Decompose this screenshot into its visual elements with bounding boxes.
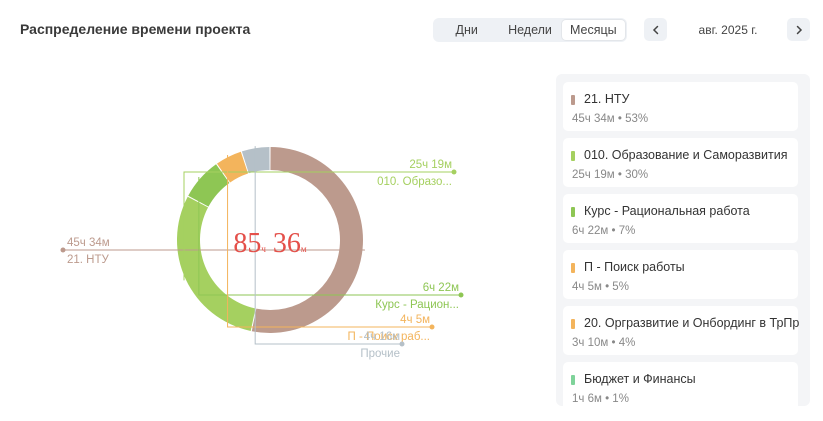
legend-list[interactable]: 21. НТУ 45ч 34м • 53% 010. Образование и С… <box>556 74 810 406</box>
legend-item-summary: 4ч 5м • 5% <box>572 281 629 293</box>
donut-slice[interactable] <box>241 147 270 174</box>
legend-item-name: 010. Образование и Саморазвития <box>584 148 788 162</box>
legend-color-marker <box>571 151 575 161</box>
callout-dot <box>458 292 464 298</box>
legend-item[interactable]: Курс - Рациональная работа 6ч 22м • 7% <box>563 194 798 243</box>
legend-item[interactable]: 20. Оргразвитие и Онбординг в ТрПр 3ч 10м… <box>563 306 800 355</box>
callout-value-label: 45ч 34м <box>67 237 110 249</box>
chevron-left-icon <box>652 25 658 34</box>
legend-item-summary: 6ч 22м • 7% <box>572 225 636 237</box>
prev-period-button[interactable] <box>644 18 667 41</box>
tab-months[interactable]: Месяцы <box>561 20 625 40</box>
donut-slice[interactable] <box>216 151 249 183</box>
donut-slice[interactable] <box>251 147 363 334</box>
legend-color-marker <box>571 95 575 105</box>
callout-dot <box>399 341 405 347</box>
tab-weeks[interactable]: Недели <box>508 23 552 37</box>
callout-dot <box>451 169 457 175</box>
legend-item[interactable]: 010. Образование и Саморазвития 25ч 19м •… <box>563 138 798 187</box>
callout-value-label: 6ч 22м <box>423 282 459 294</box>
legend-item-name: Бюджет и Финансы <box>584 372 696 386</box>
callout-name-label: 010. Образо... <box>377 176 452 188</box>
page-title: Распределение времени проекта <box>20 21 251 37</box>
legend-item-name: Курс - Рациональная работа <box>584 204 750 218</box>
period-label: авг. 2025 г. <box>698 23 758 37</box>
next-period-button[interactable] <box>787 18 810 41</box>
total-time-label: 85ч 36м <box>233 228 307 259</box>
donut-slice[interactable] <box>176 196 256 331</box>
callout-value-label: 25ч 19м <box>409 159 452 171</box>
legend-item-summary: 3ч 10м • 4% <box>572 337 636 349</box>
callout-value-label: 4ч 16м <box>364 331 400 343</box>
legend-item-summary: 25ч 19м • 30% <box>572 169 649 181</box>
legend-item[interactable]: Бюджет и Финансы 1ч 6м • 1% <box>563 362 798 406</box>
legend-item-summary: 45ч 34м • 53% <box>572 113 649 125</box>
legend-color-marker <box>571 263 575 273</box>
time-distribution-donut-chart: 45ч 34м 21. НТУ 25ч 19м 010. Образо... 6ч 22… <box>60 146 464 360</box>
legend-item-name: 20. Оргразвитие и Онбординг в ТрПр <box>584 316 800 330</box>
callout-name-label: П - Поиск раб... <box>347 331 430 343</box>
callout-dot <box>60 247 66 253</box>
period-switch: Дни Недели Месяцы <box>433 18 627 42</box>
callout-line <box>198 177 461 296</box>
callout-value-label: 4ч 5м <box>400 314 430 326</box>
callout-line <box>254 146 402 345</box>
legend-color-marker <box>571 207 575 217</box>
legend-item[interactable]: П - Поиск работы 4ч 5м • 5% <box>563 250 798 299</box>
callout-line <box>227 155 432 328</box>
legend-item-name: П - Поиск работы <box>584 260 685 274</box>
callout-name-label: Прочие <box>360 348 400 360</box>
callout-line <box>183 171 454 281</box>
legend-item-name: 21. НТУ <box>584 92 630 106</box>
chevron-right-icon <box>796 25 802 34</box>
callout-name-label: Курс - Рацион... <box>375 299 459 311</box>
legend-color-marker <box>571 375 575 385</box>
callout-name-label: 21. НТУ <box>67 254 110 266</box>
legend-item[interactable]: 21. НТУ 45ч 34м • 53% <box>563 82 798 131</box>
legend-color-marker <box>571 319 575 329</box>
callout-dot <box>429 324 435 330</box>
legend-item-summary: 1ч 6м • 1% <box>572 393 629 405</box>
tab-days[interactable]: Дни <box>455 23 478 37</box>
